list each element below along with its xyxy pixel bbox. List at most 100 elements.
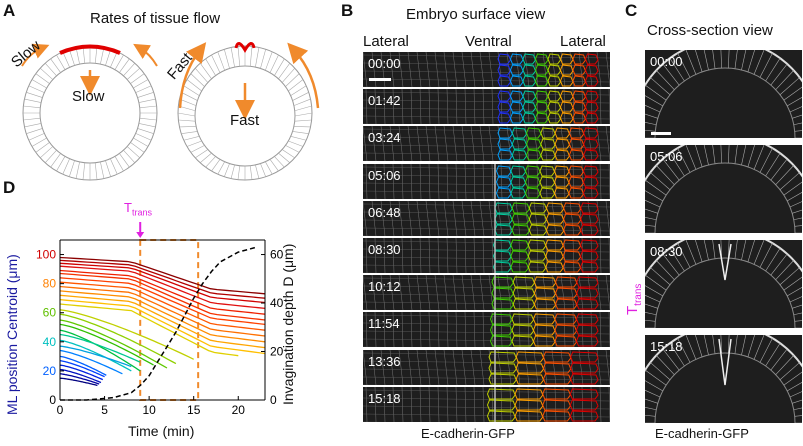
ventral-domain-arc xyxy=(59,44,121,55)
surface-timestamp: 15:18 xyxy=(368,390,401,406)
surface-frame: 05:06 xyxy=(363,163,610,199)
surface-frame: 11:54 xyxy=(363,312,610,348)
centroid-track xyxy=(59,298,266,355)
surface-timestamp: 01:42 xyxy=(368,93,401,109)
lateral-right-label: Lateral xyxy=(560,33,606,50)
x-tick-label: 5 xyxy=(101,403,108,417)
centroid-track xyxy=(59,277,266,326)
centroid-track xyxy=(59,373,100,385)
transition-window xyxy=(139,239,200,401)
slow-embryo-ring xyxy=(21,43,158,181)
centroid-track xyxy=(59,339,132,372)
cross-section-frame: 00:00 xyxy=(645,50,802,138)
y-tick-label: 100 xyxy=(36,248,56,262)
fast-embryo-ring xyxy=(177,42,320,181)
centroid-track xyxy=(59,272,266,321)
scale-bar xyxy=(651,132,671,135)
y-tick-label: 40 xyxy=(43,335,57,349)
surface-frame: 08:30 xyxy=(363,238,610,273)
surface-frame: 10:12 xyxy=(363,275,610,311)
centroid-track xyxy=(59,313,177,365)
lateral-left-label: Lateral xyxy=(363,33,409,50)
outer-flow-arrow-right xyxy=(133,43,158,67)
cross-section-timestamp: 05:06 xyxy=(650,149,683,164)
y-right-tick-label: 60 xyxy=(270,248,284,262)
centroid-track xyxy=(59,329,141,372)
centroid-track xyxy=(59,285,266,337)
slow-inner-label: Slow xyxy=(72,88,105,105)
panel-a-title: Rates of tissue flow xyxy=(90,10,221,27)
x-tick-label: 0 xyxy=(57,403,64,417)
centroid-track xyxy=(59,323,154,366)
cross-section-frame: 08:30 xyxy=(645,240,802,328)
surface-frame: 13:36 xyxy=(363,349,610,385)
panel-letter-d: D xyxy=(3,178,16,197)
centroid-track xyxy=(59,360,105,378)
centroid-track xyxy=(59,262,266,304)
x-tick-label: 15 xyxy=(187,403,201,417)
surface-frame: 01:42 xyxy=(363,89,610,125)
surface-timestamp: 10:12 xyxy=(368,279,401,295)
centroid-track xyxy=(59,259,266,299)
y-right-tick-label: 40 xyxy=(270,296,284,310)
centroid-track xyxy=(59,368,102,384)
centroid-track xyxy=(59,281,266,331)
panel-b-title: Embryo surface view xyxy=(406,6,546,23)
surface-timestamp: 03:24 xyxy=(368,130,401,146)
outer-flow-arrow-left-fast xyxy=(178,42,207,109)
centroid-chart: 0 5 10 15 20 0 20 40 60 80 100 0 20 40 60 xyxy=(36,222,284,417)
furrow-arc xyxy=(234,42,256,53)
surface-timestamp: 05:06 xyxy=(368,167,401,183)
surface-frame: 00:00 xyxy=(363,52,610,87)
surface-timestamp: 11:54 xyxy=(368,316,400,332)
centroid-track xyxy=(59,309,194,360)
surface-timestamp: 00:00 xyxy=(368,56,401,71)
ttrans-arrowhead xyxy=(136,232,145,238)
x-axis-label: Time (min) xyxy=(128,423,195,439)
cross-section-timestamp: 08:30 xyxy=(650,244,683,259)
y-tick-label: 80 xyxy=(43,277,57,291)
y-tick-label: 0 xyxy=(49,393,56,407)
centroid-track xyxy=(59,333,141,363)
ventral-label: Ventral xyxy=(465,33,512,50)
axes xyxy=(59,239,266,401)
ttrans-label: Ttrans xyxy=(124,200,152,218)
centroid-track xyxy=(59,345,132,368)
panel-letter-a: A xyxy=(3,1,16,20)
outer-flow-arrow-left xyxy=(21,43,50,67)
panel-c-title: Cross-section view xyxy=(647,22,773,39)
panel-c-caption: E-cadherin-GFP xyxy=(655,426,749,441)
centroid-track xyxy=(59,303,239,357)
y-tick-label: 20 xyxy=(43,364,57,378)
centroid-track xyxy=(59,290,266,343)
surface-frame: 03:24 xyxy=(363,126,610,162)
cross-section-timestamp: 00:00 xyxy=(650,54,683,69)
centroid-track xyxy=(59,269,266,315)
centroid-track xyxy=(59,364,104,381)
depth-curve xyxy=(60,246,257,401)
x-tick-label: 10 xyxy=(142,403,156,417)
x-tick-label: 20 xyxy=(232,403,246,417)
centroid-track xyxy=(59,319,168,369)
surface-timestamp: 08:30 xyxy=(368,242,401,257)
tissue-flow-schematic xyxy=(21,42,320,181)
surface-frame: 15:18 xyxy=(363,386,610,422)
cross-section-frame: 05:06 xyxy=(645,145,802,233)
surface-timestamp: 06:48 xyxy=(368,204,401,220)
centroid-track xyxy=(59,265,266,310)
fast-inner-label: Fast xyxy=(230,112,260,129)
cross-section-frame: 15:18 xyxy=(645,335,802,423)
surface-frame: 06:48 xyxy=(363,200,610,236)
y-right-tick-label: 20 xyxy=(270,345,284,359)
panel-letter-b: B xyxy=(341,1,354,20)
centroid-track xyxy=(59,349,123,375)
centroid-track xyxy=(59,294,266,349)
cross-section-timestamp: 15:18 xyxy=(650,339,683,354)
outer-flow-arrow-right-fast xyxy=(287,42,320,109)
scale-bar xyxy=(369,78,391,81)
surface-timestamp: 13:36 xyxy=(368,353,401,369)
y-right-tick-label: 0 xyxy=(270,393,277,407)
cross-section-montage: 00:00 05:06 08:30 15:18 xyxy=(645,50,802,425)
centroid-track xyxy=(59,256,266,295)
panel-b-caption: E-cadherin-GFP xyxy=(421,426,515,441)
